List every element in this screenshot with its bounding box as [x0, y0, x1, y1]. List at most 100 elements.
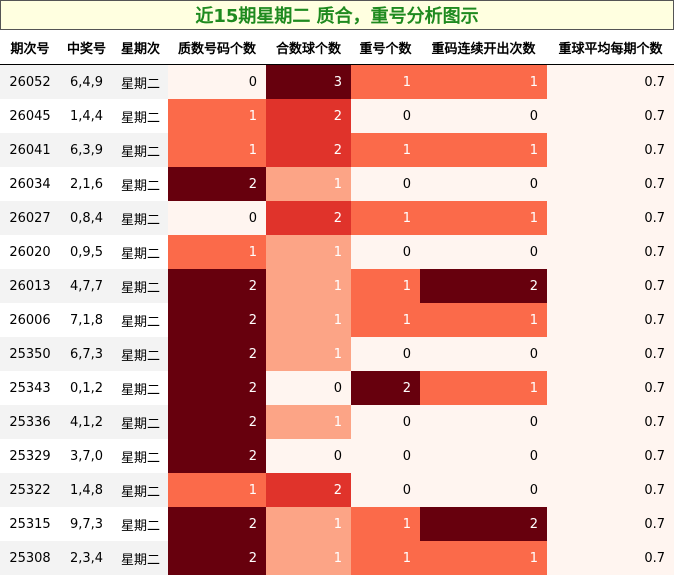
cell-consecutive: 1 — [420, 303, 547, 337]
cell-consecutive: 2 — [420, 507, 547, 541]
cell-composite: 1 — [266, 507, 351, 541]
cell-average: 0.7 — [547, 473, 674, 507]
cell-numbers: 1,4,4 — [60, 99, 113, 133]
cell-period: 26020 — [0, 235, 60, 269]
cell-period: 26045 — [0, 99, 60, 133]
cell-repeat: 0 — [351, 99, 420, 133]
table-row: 26027 0,8,4 星期二 0 2 1 1 0.7 — [0, 201, 674, 235]
cell-consecutive: 1 — [420, 371, 547, 405]
cell-weekday: 星期二 — [113, 405, 168, 439]
cell-composite: 1 — [266, 541, 351, 575]
cell-repeat: 2 — [351, 371, 420, 405]
cell-composite: 1 — [266, 337, 351, 371]
cell-prime: 1 — [168, 473, 266, 507]
cell-prime: 2 — [168, 507, 266, 541]
cell-period: 25350 — [0, 337, 60, 371]
cell-consecutive: 0 — [420, 473, 547, 507]
cell-composite: 1 — [266, 235, 351, 269]
table-row: 25329 3,7,0 星期二 2 0 0 0 0.7 — [0, 439, 674, 473]
cell-repeat: 0 — [351, 405, 420, 439]
cell-consecutive: 1 — [420, 541, 547, 575]
cell-period: 25315 — [0, 507, 60, 541]
cell-repeat: 0 — [351, 167, 420, 201]
cell-average: 0.7 — [547, 439, 674, 473]
cell-period: 25343 — [0, 371, 60, 405]
cell-prime: 1 — [168, 235, 266, 269]
cell-period: 26052 — [0, 64, 60, 99]
cell-period: 26034 — [0, 167, 60, 201]
col-header-numbers: 中奖号 — [60, 30, 113, 65]
cell-weekday: 星期二 — [113, 439, 168, 473]
cell-weekday: 星期二 — [113, 64, 168, 99]
cell-period: 25329 — [0, 439, 60, 473]
cell-prime: 0 — [168, 201, 266, 235]
cell-prime: 2 — [168, 541, 266, 575]
cell-average: 0.7 — [547, 99, 674, 133]
cell-weekday: 星期二 — [113, 167, 168, 201]
cell-repeat: 0 — [351, 337, 420, 371]
cell-consecutive: 0 — [420, 235, 547, 269]
table-row: 25343 0,1,2 星期二 2 0 2 1 0.7 — [0, 371, 674, 405]
cell-consecutive: 1 — [420, 64, 547, 99]
cell-average: 0.7 — [547, 541, 674, 575]
cell-prime: 2 — [168, 405, 266, 439]
cell-repeat: 1 — [351, 64, 420, 99]
table-row: 26013 4,7,7 星期二 2 1 1 2 0.7 — [0, 269, 674, 303]
col-header-weekday: 星期次 — [113, 30, 168, 65]
cell-consecutive: 0 — [420, 99, 547, 133]
cell-weekday: 星期二 — [113, 269, 168, 303]
cell-weekday: 星期二 — [113, 541, 168, 575]
cell-prime: 2 — [168, 167, 266, 201]
cell-weekday: 星期二 — [113, 371, 168, 405]
header-row: 期次号 中奖号 星期次 质数号码个数 合数球个数 重号个数 重码连续开出次数 重… — [0, 30, 674, 65]
cell-average: 0.7 — [547, 507, 674, 541]
cell-weekday: 星期二 — [113, 201, 168, 235]
cell-composite: 3 — [266, 64, 351, 99]
cell-numbers: 6,3,9 — [60, 133, 113, 167]
cell-average: 0.7 — [547, 269, 674, 303]
cell-repeat: 1 — [351, 133, 420, 167]
cell-repeat: 0 — [351, 439, 420, 473]
cell-average: 0.7 — [547, 167, 674, 201]
cell-period: 26041 — [0, 133, 60, 167]
cell-numbers: 4,1,2 — [60, 405, 113, 439]
cell-weekday: 星期二 — [113, 507, 168, 541]
cell-prime: 2 — [168, 269, 266, 303]
table-row: 26020 0,9,5 星期二 1 1 0 0 0.7 — [0, 235, 674, 269]
cell-weekday: 星期二 — [113, 303, 168, 337]
cell-composite: 0 — [266, 371, 351, 405]
cell-average: 0.7 — [547, 303, 674, 337]
cell-repeat: 1 — [351, 303, 420, 337]
cell-consecutive: 0 — [420, 167, 547, 201]
col-header-consecutive: 重码连续开出次数 — [420, 30, 547, 65]
cell-numbers: 0,1,2 — [60, 371, 113, 405]
cell-repeat: 0 — [351, 473, 420, 507]
cell-numbers: 3,7,0 — [60, 439, 113, 473]
table-body: 26052 6,4,9 星期二 0 3 1 1 0.7 26045 1,4,4 星期二 1 2 0 0 0.7… — [0, 64, 674, 575]
cell-average: 0.7 — [547, 64, 674, 99]
cell-composite: 2 — [266, 133, 351, 167]
cell-numbers: 2,3,4 — [60, 541, 113, 575]
cell-composite: 1 — [266, 405, 351, 439]
cell-composite: 1 — [266, 269, 351, 303]
cell-consecutive: 1 — [420, 133, 547, 167]
col-header-repeat: 重号个数 — [351, 30, 420, 65]
cell-composite: 0 — [266, 439, 351, 473]
col-header-average: 重球平均每期个数 — [547, 30, 674, 65]
cell-consecutive: 2 — [420, 269, 547, 303]
cell-numbers: 2,1,6 — [60, 167, 113, 201]
cell-weekday: 星期二 — [113, 235, 168, 269]
table-row: 26006 7,1,8 星期二 2 1 1 1 0.7 — [0, 303, 674, 337]
cell-prime: 2 — [168, 371, 266, 405]
cell-weekday: 星期二 — [113, 99, 168, 133]
col-header-composite: 合数球个数 — [266, 30, 351, 65]
table-row: 26052 6,4,9 星期二 0 3 1 1 0.7 — [0, 64, 674, 99]
cell-weekday: 星期二 — [113, 337, 168, 371]
cell-repeat: 1 — [351, 541, 420, 575]
cell-prime: 2 — [168, 337, 266, 371]
cell-prime: 0 — [168, 64, 266, 99]
cell-average: 0.7 — [547, 337, 674, 371]
table-row: 25350 6,7,3 星期二 2 1 0 0 0.7 — [0, 337, 674, 371]
cell-numbers: 6,4,9 — [60, 64, 113, 99]
cell-repeat: 1 — [351, 269, 420, 303]
